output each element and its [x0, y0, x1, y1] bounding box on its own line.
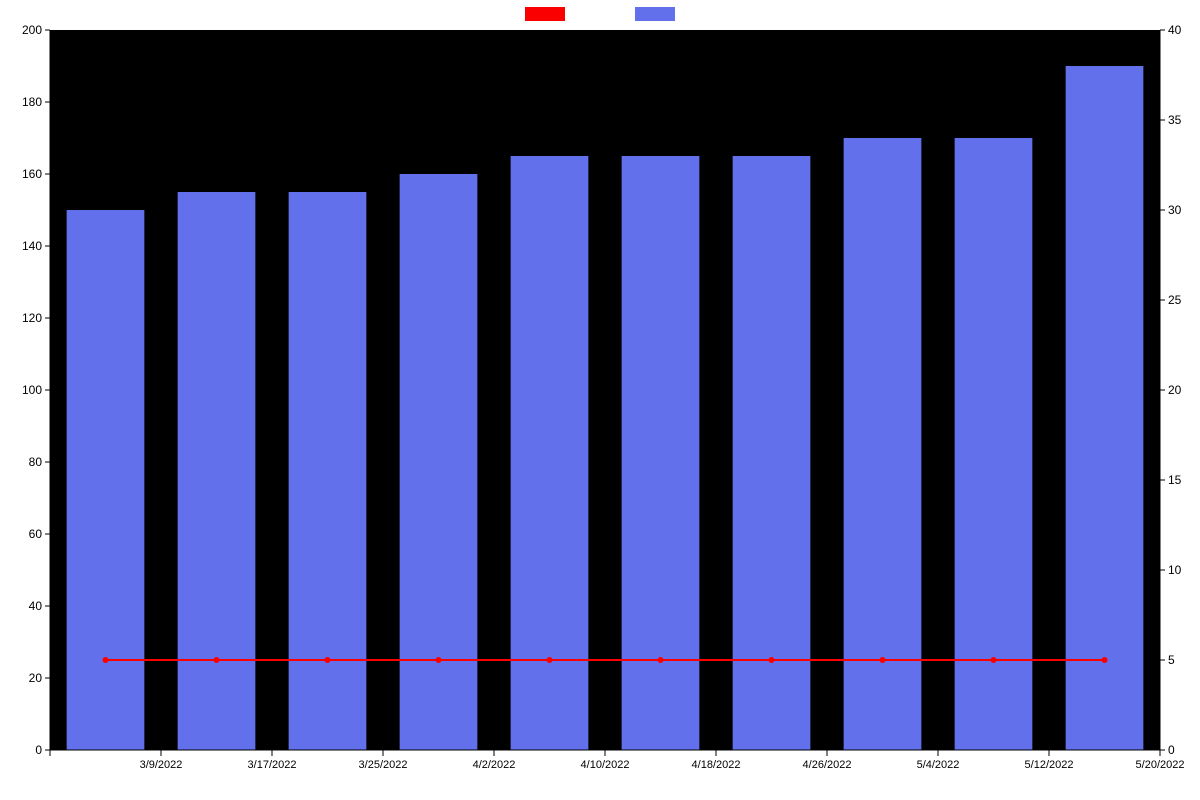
y-left-tick-label: 140 [22, 239, 42, 253]
y-right-tick-label: 20 [1168, 383, 1182, 397]
line-marker [880, 657, 886, 663]
y-right-tick-label: 30 [1168, 203, 1182, 217]
y-left-tick-label: 160 [22, 167, 42, 181]
line-marker [769, 657, 775, 663]
x-tick-label: 3/25/2022 [359, 759, 408, 771]
line-marker [214, 657, 220, 663]
y-left-tick-label: 80 [29, 455, 43, 469]
x-tick-label: 5/20/2022 [1136, 759, 1185, 771]
y-left-tick-label: 40 [29, 599, 43, 613]
line-marker [1102, 657, 1108, 663]
x-tick-label: 4/18/2022 [692, 759, 741, 771]
legend-swatch [635, 7, 675, 21]
y-right-tick-label: 5 [1168, 653, 1175, 667]
x-tick-label: 4/26/2022 [803, 759, 852, 771]
legend-swatch [525, 7, 565, 21]
y-left-tick-label: 100 [22, 383, 42, 397]
y-left-tick-label: 200 [22, 23, 42, 37]
combo-chart: 0 20 40 60 80 100 120 140 160 180 200 0 5 10 15 20 25 30 3… [0, 0, 1200, 800]
x-tick-label: 5/12/2022 [1025, 759, 1074, 771]
y-left-tick-label: 180 [22, 95, 42, 109]
y-right-tick-label: 15 [1168, 473, 1182, 487]
bar [1066, 66, 1144, 750]
line-marker [325, 657, 331, 663]
bar [400, 174, 478, 750]
y-right-tick-label: 35 [1168, 113, 1182, 127]
y-left-tick-label: 120 [22, 311, 42, 325]
line-marker [436, 657, 442, 663]
line-marker [547, 657, 553, 663]
x-tick-label: 4/10/2022 [581, 759, 630, 771]
line-marker [658, 657, 664, 663]
y-right-tick-label: 10 [1168, 563, 1182, 577]
y-right-tick-label: 25 [1168, 293, 1182, 307]
y-left-tick-label: 60 [29, 527, 43, 541]
bar [178, 192, 256, 750]
bar [67, 210, 145, 750]
y-left-tick-label: 0 [35, 743, 42, 757]
line-marker [103, 657, 109, 663]
x-tick-label: 4/2/2022 [473, 759, 516, 771]
x-tick-label: 3/17/2022 [248, 759, 297, 771]
y-right-tick-label: 0 [1168, 743, 1175, 757]
x-tick-label: 5/4/2022 [917, 759, 960, 771]
bar [289, 192, 367, 750]
chart-container: 0 20 40 60 80 100 120 140 160 180 200 0 5 10 15 20 25 30 3… [0, 0, 1200, 800]
line-marker [991, 657, 997, 663]
y-left-tick-label: 20 [29, 671, 43, 685]
x-tick-label: 3/9/2022 [140, 759, 183, 771]
y-right-tick-label: 40 [1168, 23, 1182, 37]
